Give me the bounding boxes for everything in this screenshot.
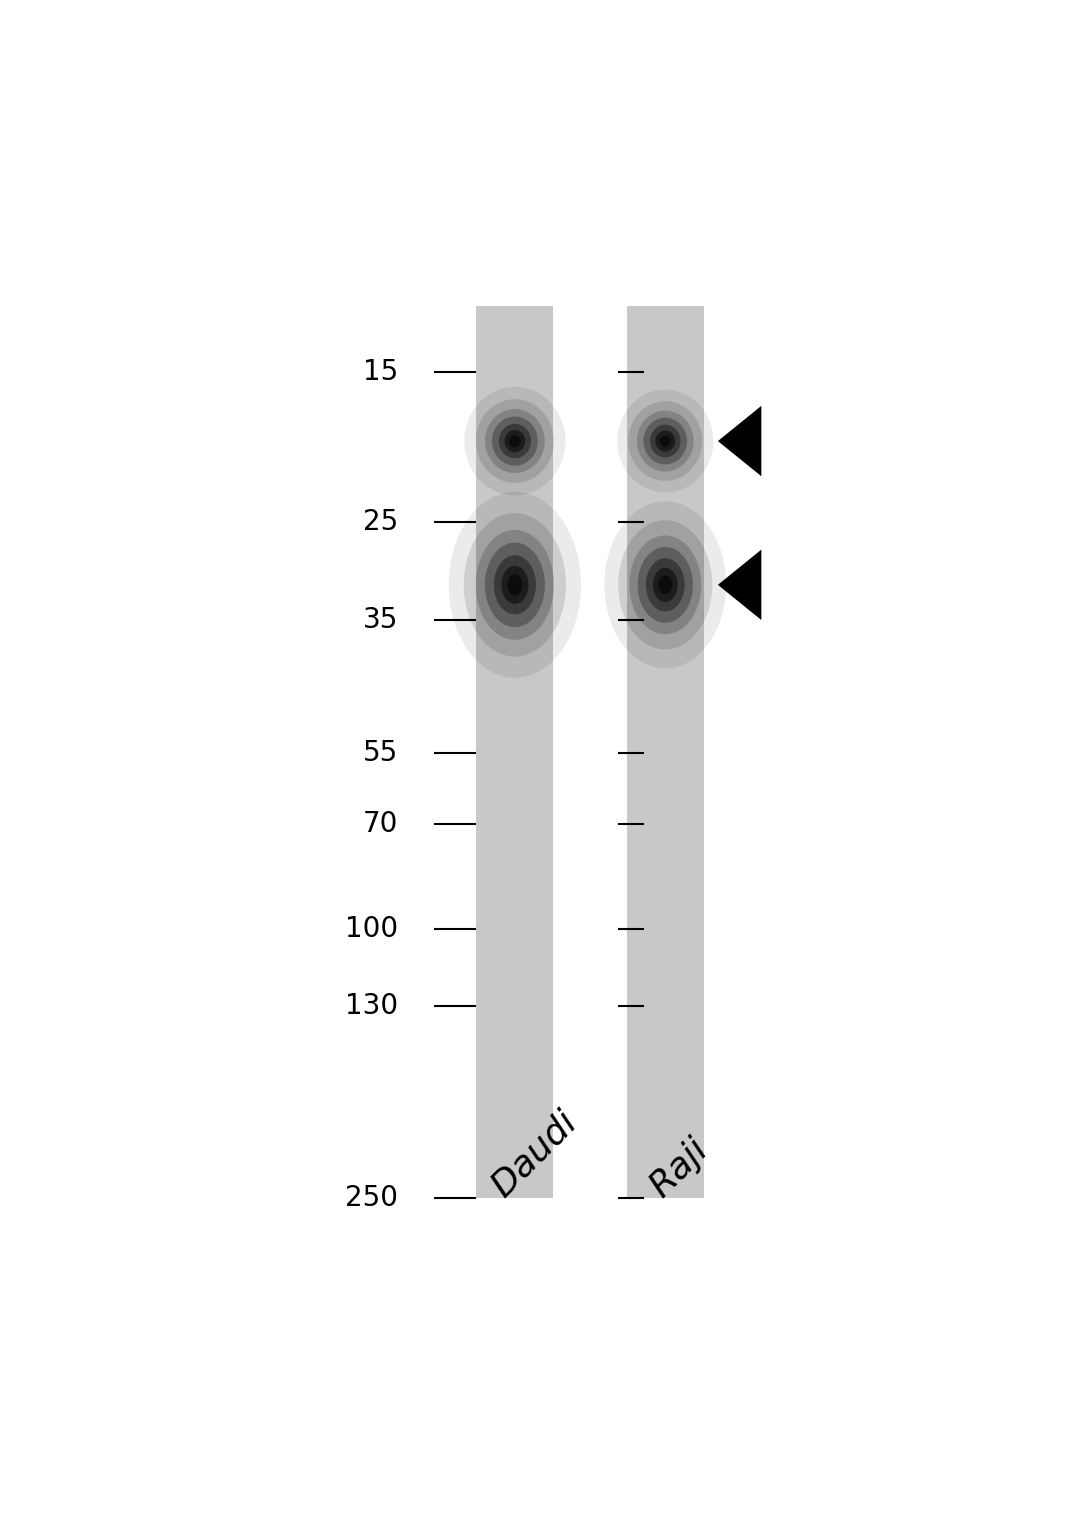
Ellipse shape <box>653 568 678 602</box>
Ellipse shape <box>501 565 528 604</box>
Ellipse shape <box>618 520 713 649</box>
Ellipse shape <box>655 430 675 451</box>
Ellipse shape <box>499 424 531 459</box>
Ellipse shape <box>637 410 693 471</box>
Ellipse shape <box>630 535 701 634</box>
Text: 25: 25 <box>362 507 398 535</box>
Ellipse shape <box>448 492 581 678</box>
Text: 15: 15 <box>362 358 398 386</box>
Ellipse shape <box>660 436 671 447</box>
Ellipse shape <box>509 434 521 447</box>
Ellipse shape <box>505 430 525 453</box>
Ellipse shape <box>628 401 703 482</box>
Ellipse shape <box>644 418 687 465</box>
Ellipse shape <box>637 547 693 623</box>
Text: Daudi: Daudi <box>484 1105 583 1204</box>
Text: 55: 55 <box>362 739 398 767</box>
Ellipse shape <box>475 530 554 640</box>
Ellipse shape <box>475 399 554 483</box>
Text: 250: 250 <box>345 1184 398 1212</box>
Polygon shape <box>718 550 761 620</box>
Ellipse shape <box>494 555 536 614</box>
Ellipse shape <box>650 425 680 457</box>
Ellipse shape <box>659 576 673 594</box>
Ellipse shape <box>464 514 566 657</box>
Ellipse shape <box>485 408 544 472</box>
Text: 35: 35 <box>362 607 398 634</box>
Ellipse shape <box>485 543 545 626</box>
Text: 100: 100 <box>345 914 398 943</box>
Ellipse shape <box>465 387 566 495</box>
Ellipse shape <box>618 390 714 492</box>
Polygon shape <box>718 405 761 477</box>
Ellipse shape <box>646 558 685 611</box>
Ellipse shape <box>508 575 523 596</box>
Bar <box>626 306 704 1198</box>
Bar <box>476 306 553 1198</box>
Text: 70: 70 <box>362 811 398 838</box>
Text: Raji: Raji <box>642 1132 715 1204</box>
Ellipse shape <box>605 501 727 669</box>
Text: 130: 130 <box>345 992 398 1020</box>
Ellipse shape <box>492 416 538 466</box>
